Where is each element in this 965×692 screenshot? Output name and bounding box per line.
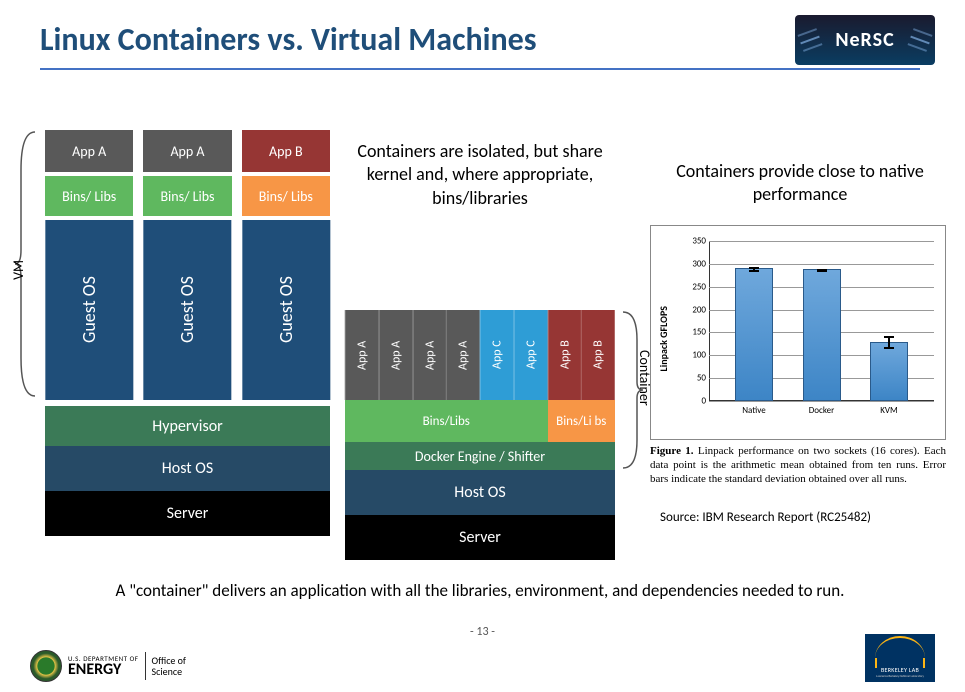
chart-y-label: Linpack GFLOPS — [657, 306, 670, 371]
container-app-box: App A — [379, 310, 413, 400]
vm-guest-os-box: Guest OS — [242, 220, 330, 400]
vm-stack: VM App A Bins/ Libs Guest OS App A Bins/… — [45, 130, 330, 536]
chart-x-tick: KVM — [880, 405, 897, 416]
doe-seal-icon — [30, 650, 62, 682]
chart-bar — [735, 268, 773, 401]
berkeley-lab-sublabel: Lawrence Berkeley National Laboratory — [876, 674, 924, 678]
vm-bins-box: Bins/ Libs — [143, 176, 231, 216]
vm-column-2: App A Bins/ Libs Guest OS — [143, 130, 231, 400]
vm-guest-os-box: Guest OS — [45, 220, 133, 400]
berkeley-lab-label: BERKELEY LAB — [881, 666, 919, 674]
slide-title: Linux Containers vs. Virtual Machines — [40, 20, 537, 59]
chart-y-tick: 250 — [692, 281, 706, 292]
figure-caption-text: Linpack performance on two sockets (16 c… — [650, 445, 946, 485]
container-server-box: Server — [345, 515, 615, 560]
container-stack: Container App AApp AApp AApp AApp CApp C… — [345, 310, 615, 560]
vm-app-box: App B — [242, 130, 330, 172]
container-app-box: App C — [514, 310, 548, 400]
vm-server-box: Server — [45, 491, 330, 536]
container-app-box: App B — [581, 310, 615, 400]
container-bins-row: Bins/LibsBins/Li bs — [345, 400, 615, 442]
doe-logo: U.S. DEPARTMENT OF ENERGY Office of Scie… — [30, 650, 186, 682]
performance-chart: Linpack GFLOPS 0 50 100 150 200 250 300 350 Nati… — [650, 225, 946, 440]
chart-bar — [803, 269, 841, 401]
container-app-box: App A — [446, 310, 480, 400]
chart-y-tick: 150 — [692, 327, 706, 338]
chart-x-tick: Docker — [809, 405, 835, 416]
chart-x-tick: Native — [742, 405, 766, 416]
hypervisor-box: Hypervisor — [45, 406, 330, 446]
page-number: - 13 - — [0, 625, 965, 639]
vm-column-1: App A Bins/ Libs Guest OS — [45, 130, 133, 400]
vm-bins-box: Bins/ Libs — [242, 176, 330, 216]
doe-energy-label: ENERGY — [68, 662, 139, 678]
vm-guest-os-box: Guest OS — [143, 220, 231, 400]
berkeley-lab-logo: BERKELEY LAB Lawrence Berkeley National … — [865, 634, 935, 682]
bottom-description: A "container" delivers an application wi… — [90, 580, 870, 602]
vm-app-box: App A — [45, 130, 133, 172]
vm-column-3: App B Bins/ Libs Guest OS — [242, 130, 330, 400]
vm-bins-box: Bins/ Libs — [45, 176, 133, 216]
doe-office-line2: Science — [152, 666, 187, 677]
docker-engine-box: Docker Engine / Shifter — [345, 442, 615, 470]
chart-bar — [870, 342, 908, 401]
chart-y-tick: 350 — [692, 236, 706, 247]
container-bins-box: Bins/Li bs — [548, 400, 616, 442]
chart-y-tick: 0 — [701, 396, 706, 407]
vm-app-box: App A — [143, 130, 231, 172]
container-bins-box: Bins/Libs — [345, 400, 548, 442]
figure-caption-bold: Figure 1. — [650, 445, 694, 457]
center-description: Containers are isolated, but share kerne… — [345, 140, 615, 210]
nersc-logo: NeRSC — [795, 15, 935, 65]
figure-source: Source: IBM Research Report (RC25482) — [660, 510, 950, 525]
right-description: Containers provide close to native perfo… — [660, 160, 940, 207]
container-app-box: App A — [345, 310, 379, 400]
container-app-box: App A — [413, 310, 447, 400]
title-underline — [40, 68, 920, 70]
container-app-box: App B — [548, 310, 582, 400]
berkeley-arch-icon — [875, 636, 925, 658]
container-app-box: App C — [480, 310, 514, 400]
chart-y-tick: 100 — [692, 350, 706, 361]
chart-y-tick: 200 — [692, 304, 706, 315]
container-host-os-box: Host OS — [345, 470, 615, 515]
container-apps-row: App AApp AApp AApp AApp CApp CApp BApp B — [345, 310, 615, 400]
chart-y-tick: 300 — [692, 258, 706, 269]
chart-y-tick: 50 — [697, 373, 706, 384]
figure-caption: Figure 1. Linpack performance on two soc… — [650, 445, 946, 486]
vm-host-os-box: Host OS — [45, 446, 330, 491]
vm-bracket-label: VM — [10, 260, 27, 280]
